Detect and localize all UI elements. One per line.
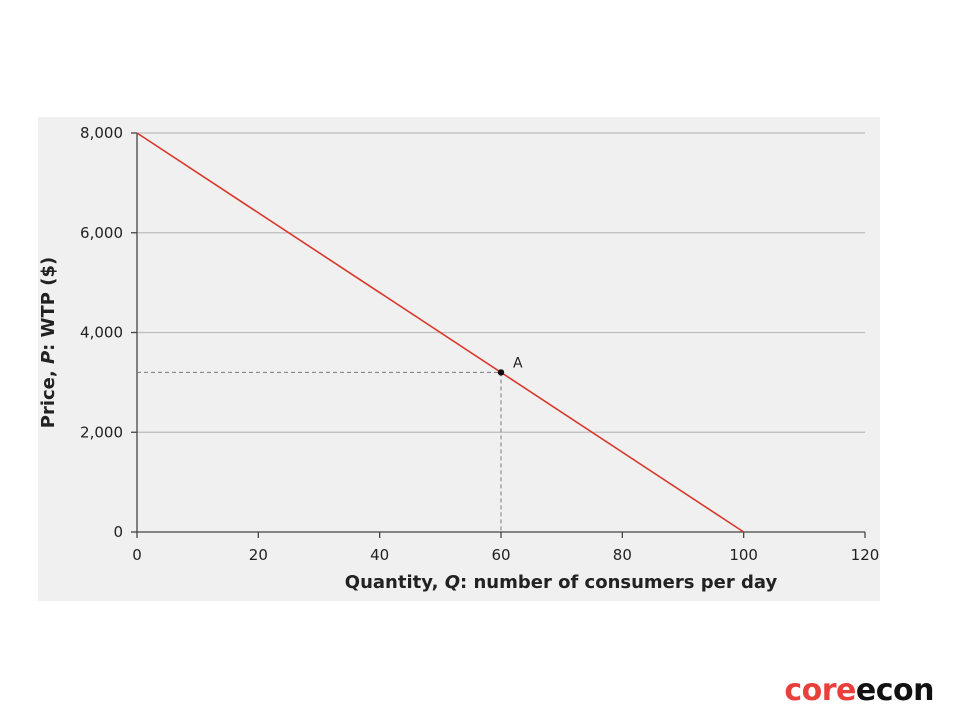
y-tick-label: 8,000 [80, 124, 123, 142]
y-axis-title: Price, P: WTP ($) [38, 257, 59, 428]
y-tick-label: 0 [113, 523, 123, 541]
logo-econ: econ [855, 673, 935, 708]
point-a-marker [497, 369, 505, 376]
point-a-label: A [513, 355, 523, 371]
point-a: A [497, 355, 523, 376]
coreecon-logo: coreecon [784, 673, 934, 708]
chart-background [38, 117, 880, 601]
guide-lines [137, 371, 502, 532]
tick-labels: 0 20 40 60 80 100 120 0 2,000 4,000 6,000 8,000 [80, 124, 879, 564]
x-tick-label: 80 [613, 546, 632, 564]
x-tick-label: 120 [851, 546, 880, 564]
x-tick-label: 40 [370, 546, 389, 564]
y-tick-label: 4,000 [80, 324, 123, 342]
x-axis-title: Quantity, Q: number of consumers per day [345, 572, 778, 593]
x-tick-label: 20 [249, 546, 268, 564]
x-tick-label: 100 [729, 546, 758, 564]
x-tick-label: 0 [132, 546, 142, 564]
demand-curve [136, 132, 745, 533]
y-tick-label: 2,000 [80, 423, 123, 441]
y-tick-label: 6,000 [80, 224, 123, 242]
logo-core: core [784, 673, 856, 708]
series [136, 132, 745, 533]
x-tick-label: 60 [491, 546, 510, 564]
